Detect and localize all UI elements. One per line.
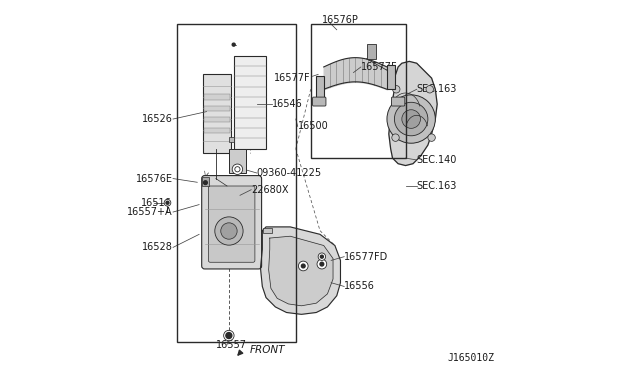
Bar: [229, 137, 234, 142]
Bar: [367, 44, 376, 59]
Circle shape: [166, 201, 169, 204]
Circle shape: [226, 333, 232, 339]
Circle shape: [428, 134, 435, 141]
Text: 22680X: 22680X: [251, 185, 289, 195]
Text: 16516: 16516: [141, 198, 172, 208]
Circle shape: [392, 134, 399, 141]
Circle shape: [164, 199, 171, 206]
Bar: [387, 65, 395, 89]
FancyBboxPatch shape: [392, 97, 405, 106]
Circle shape: [318, 253, 326, 260]
Circle shape: [204, 181, 207, 185]
Bar: [202, 177, 209, 186]
Circle shape: [298, 261, 308, 271]
Text: 16557: 16557: [216, 340, 247, 350]
Circle shape: [321, 255, 323, 258]
Text: SEC.163: SEC.163: [417, 181, 457, 191]
Text: 16556: 16556: [344, 282, 375, 291]
Bar: [316, 76, 324, 100]
Circle shape: [320, 262, 324, 266]
Bar: [204, 106, 230, 111]
Circle shape: [223, 330, 234, 341]
Circle shape: [232, 43, 235, 46]
Text: 16500: 16500: [298, 122, 328, 131]
Circle shape: [426, 86, 433, 93]
Polygon shape: [389, 61, 437, 166]
Circle shape: [215, 217, 243, 245]
Bar: [204, 94, 230, 100]
Circle shape: [394, 102, 428, 136]
Text: SEC.140: SEC.140: [417, 155, 457, 165]
FancyBboxPatch shape: [312, 97, 326, 106]
Circle shape: [235, 167, 240, 172]
FancyBboxPatch shape: [202, 176, 262, 269]
FancyBboxPatch shape: [209, 186, 255, 262]
Text: 16576P: 16576P: [322, 16, 359, 25]
Text: 16528: 16528: [142, 243, 173, 252]
Circle shape: [232, 164, 243, 174]
Bar: [310, 24, 406, 158]
Text: 16576E: 16576E: [136, 174, 173, 183]
Bar: [177, 24, 296, 342]
Text: 16546: 16546: [271, 99, 302, 109]
Text: 16577FD: 16577FD: [344, 252, 388, 262]
Bar: [234, 56, 266, 149]
Circle shape: [317, 259, 326, 269]
Circle shape: [392, 86, 400, 93]
Circle shape: [221, 223, 237, 239]
Bar: [203, 74, 231, 153]
Circle shape: [301, 264, 305, 268]
Text: 16577F: 16577F: [274, 73, 310, 83]
Text: 16577F: 16577F: [361, 62, 397, 72]
Bar: [229, 149, 246, 173]
Polygon shape: [269, 236, 333, 306]
Circle shape: [387, 95, 435, 143]
Circle shape: [402, 110, 420, 128]
Text: J165010Z: J165010Z: [448, 353, 495, 363]
Bar: [263, 228, 273, 232]
Bar: [204, 128, 230, 133]
Text: 09360-41225: 09360-41225: [257, 168, 322, 178]
Text: FRONT: FRONT: [250, 345, 285, 355]
Bar: [204, 117, 230, 122]
Text: 16557+A: 16557+A: [127, 207, 173, 217]
Text: SEC.163: SEC.163: [417, 84, 457, 94]
Text: 16526: 16526: [142, 114, 173, 124]
Polygon shape: [260, 227, 340, 314]
